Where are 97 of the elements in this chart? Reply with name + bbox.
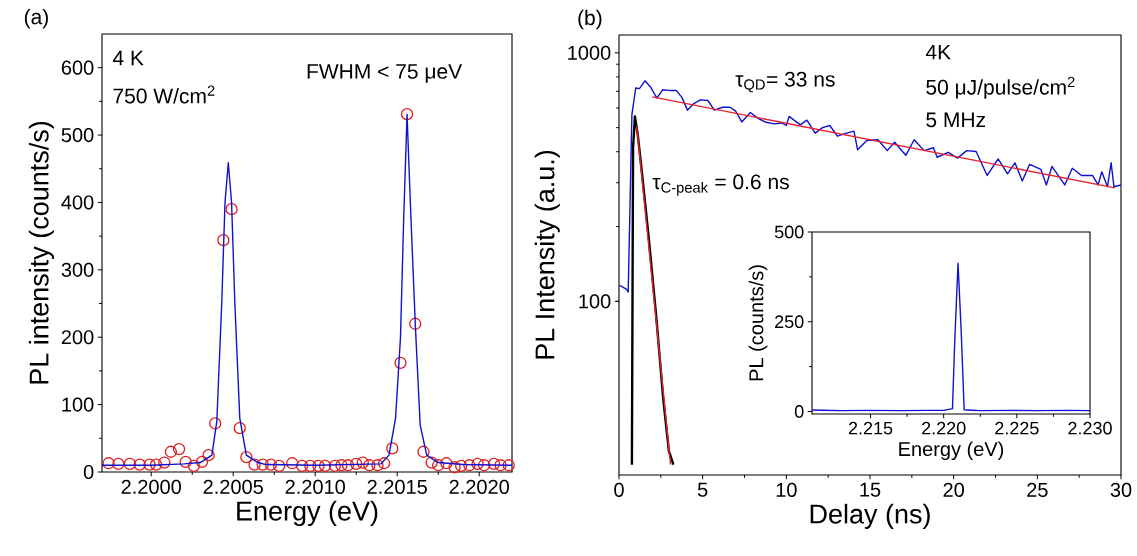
point (386, 442, 399, 455)
point (272, 459, 286, 473)
point (248, 458, 261, 471)
x-tick-label: 30 (1110, 482, 1132, 497)
point (356, 456, 369, 469)
point (328, 459, 342, 473)
x-tick-label: 2.2005 (203, 479, 263, 494)
point (394, 356, 407, 369)
point (448, 461, 461, 474)
y-tick-label: 1000 (568, 45, 611, 60)
x-tick-label: 15 (860, 482, 881, 497)
annotation: τ$_{QD}$= 33 ns (735, 71, 835, 93)
y-axis-title: PL intensity (counts/s) (28, 121, 54, 384)
y-tick-label: 600 (61, 60, 94, 75)
point (295, 459, 309, 473)
point (133, 458, 146, 471)
y-tick-label: 100 (579, 294, 611, 309)
annotation: 50 μJ/pulse/cm$^{2}$ (926, 76, 1075, 99)
point (264, 458, 278, 471)
text: (b) (578, 9, 602, 30)
text: (a) (24, 8, 48, 29)
point (209, 417, 222, 430)
point (112, 457, 125, 471)
point (455, 459, 468, 473)
point (350, 457, 363, 471)
point (463, 459, 476, 472)
y-tick-label: 250 (775, 315, 804, 329)
x-tick-label: 2.220 (922, 421, 966, 435)
point (240, 451, 253, 464)
point (225, 203, 238, 216)
point (286, 457, 299, 470)
point (312, 459, 325, 473)
y-tick-label: 0 (83, 464, 94, 480)
point (149, 458, 163, 471)
point (341, 459, 355, 472)
y-tick-label: 300 (61, 262, 94, 277)
point (123, 457, 137, 471)
point (371, 459, 384, 472)
point (477, 459, 491, 472)
x-tick-label: 0 (614, 482, 624, 497)
y-tick-label: 200 (61, 330, 94, 345)
y-tick-label: 500 (61, 127, 94, 143)
annotation: 750 W/cm$^{2}$ (113, 85, 215, 104)
point (164, 445, 178, 458)
x-tick-label: 25 (1027, 482, 1048, 497)
point (143, 458, 156, 471)
y-axis-title: PL (counts/s) (748, 265, 768, 381)
point (158, 456, 171, 469)
y-tick-label: 500 (774, 225, 804, 239)
line-series (812, 262, 1090, 412)
y-tick-label: 100 (62, 397, 94, 412)
point (400, 108, 414, 121)
point (102, 457, 115, 470)
annotation: FWHM < 75 μeV (307, 64, 463, 83)
point (494, 459, 507, 472)
point (377, 457, 391, 470)
point (363, 459, 376, 472)
point (471, 457, 484, 471)
point (502, 459, 515, 472)
annotation: 5 MHz (926, 112, 986, 128)
y-tick-label: 0 (794, 405, 804, 418)
annotation: 4 K (112, 50, 144, 66)
annotation: 4K (925, 44, 951, 60)
point (202, 448, 215, 462)
point (335, 459, 348, 472)
x-tick-label: 2.2020 (449, 479, 509, 494)
point (217, 234, 230, 247)
point (432, 459, 445, 472)
x-tick-label: 2.230 (1068, 421, 1112, 435)
y-axis-title: PL Intensity (a.u.) (534, 150, 560, 359)
point (440, 457, 453, 470)
point (318, 459, 332, 473)
point (487, 457, 501, 471)
x-tick-label: 2.2000 (121, 479, 181, 494)
x-axis-title: Energy (eV) (899, 441, 1004, 461)
x-tick-label: 5 (697, 482, 708, 497)
x-tick-label: 2.215 (848, 421, 893, 435)
x-tick-label: 2.225 (995, 421, 1039, 435)
point (195, 455, 209, 469)
x-tick-label: 10 (776, 482, 797, 497)
point (409, 317, 422, 330)
line-series (102, 113, 513, 466)
point (304, 459, 317, 473)
point (179, 455, 192, 469)
point (187, 459, 200, 473)
x-axis-title: Delay (ns) (810, 503, 930, 529)
x-axis-title: Energy (eV) (237, 500, 378, 526)
annotation: τ$_{C-peak}$ = 0.6 ns (652, 174, 789, 196)
y-tick-label: 400 (61, 195, 94, 210)
point (233, 422, 246, 435)
point (172, 442, 186, 456)
point (425, 456, 438, 469)
point (417, 445, 430, 458)
x-tick-label: 2.2010 (285, 479, 345, 494)
x-tick-label: 20 (943, 482, 964, 497)
point (256, 458, 269, 471)
x-tick-label: 2.2015 (367, 479, 427, 494)
